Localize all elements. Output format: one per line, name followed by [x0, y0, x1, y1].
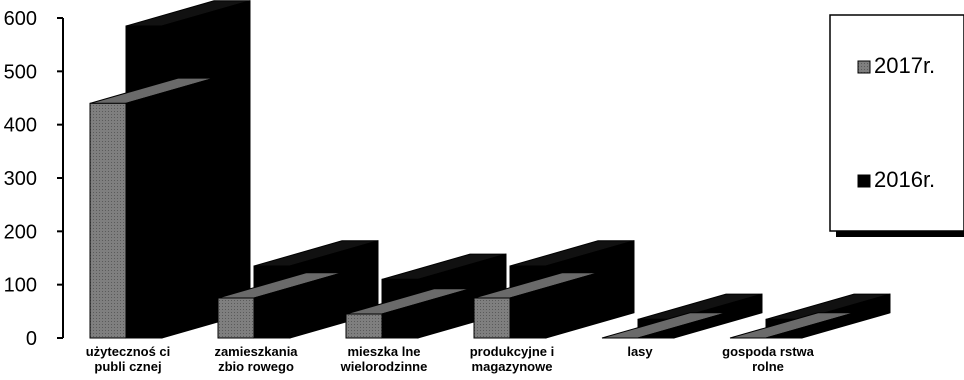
bar-2017r-5	[729, 312, 855, 339]
legend-box	[829, 14, 964, 232]
y-tick-label: 300	[4, 168, 37, 190]
bar-2017r-2	[345, 288, 471, 339]
y-ticks: 0 100 200 300 400 500 600	[4, 8, 63, 350]
x-tick-label: mieszka lne	[348, 344, 421, 359]
bar-2017r-3	[473, 272, 599, 339]
y-tick-label: 600	[4, 8, 37, 30]
x-tick-label: wielorodzinne	[340, 359, 428, 374]
y-tick-label: 500	[4, 61, 37, 83]
y-tick-label: 0	[26, 328, 37, 350]
x-tick-label: użytecznoś ci	[86, 344, 171, 359]
y-tick-label: 400	[4, 115, 37, 137]
legend-label: 2016r.	[874, 167, 935, 192]
y-tick-label: 200	[4, 221, 37, 243]
x-tick-label: publi cznej	[94, 359, 161, 374]
legend: 2017r. 2016r.	[829, 14, 964, 237]
x-tick-label: magazynowe	[472, 359, 553, 374]
x-tick-label: gospoda rstwa	[722, 344, 815, 359]
legend-swatch	[857, 60, 871, 74]
bar-2017r-1	[217, 272, 343, 339]
x-tick-label: lasy	[627, 344, 653, 359]
legend-swatch	[857, 174, 871, 188]
x-tick-label: zbio rowego	[218, 359, 294, 374]
y-tick-label: 100	[4, 275, 37, 297]
x-tick-label: produkcyjne i	[470, 344, 555, 359]
bar-2017r-0	[89, 77, 215, 339]
bars	[89, 0, 891, 339]
x-tick-label: rolne	[752, 359, 784, 374]
bar-2016r-5	[765, 293, 891, 339]
legend-label: 2017r.	[874, 53, 935, 78]
x-tick-label: zamieszkania	[214, 344, 298, 359]
bar-2017r-4	[601, 312, 727, 339]
